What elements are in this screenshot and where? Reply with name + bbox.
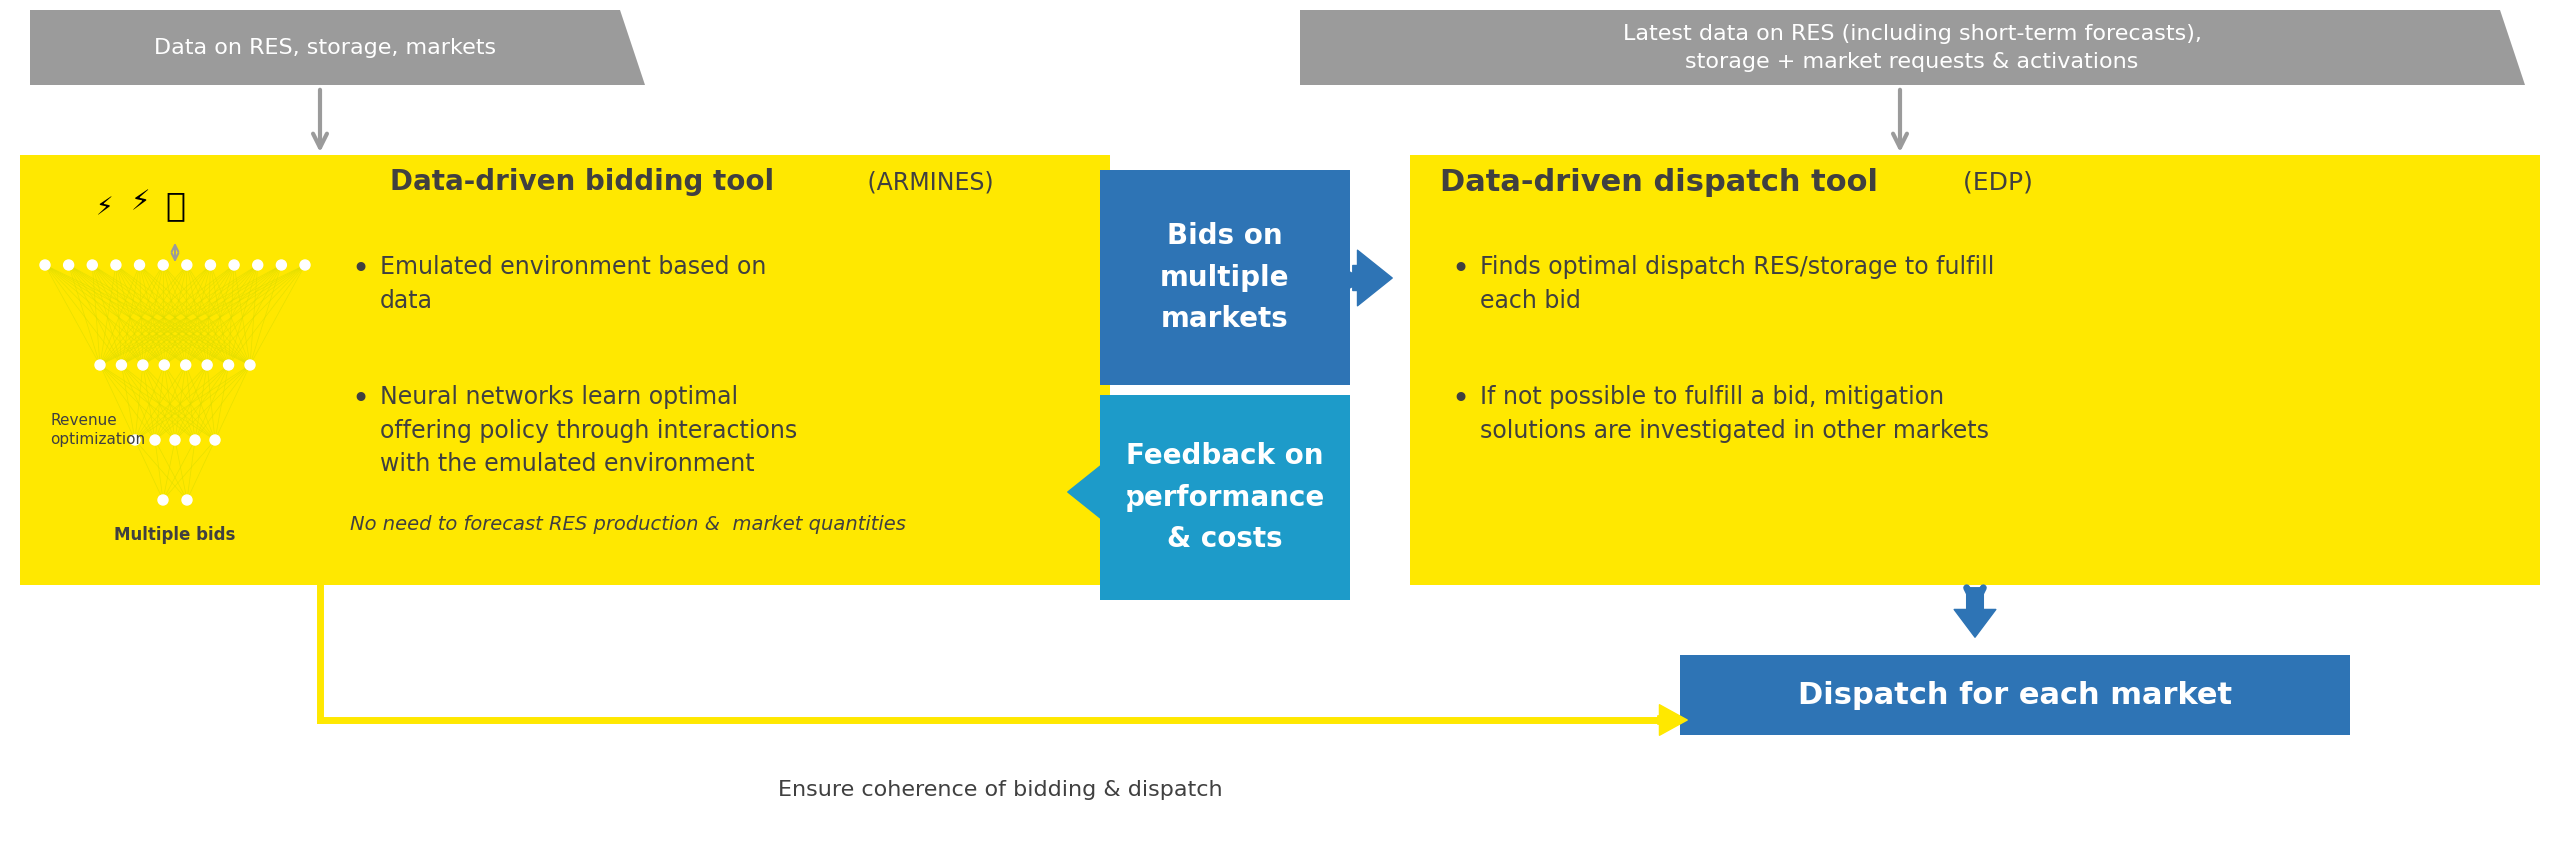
Text: No need to forecast RES production &  market quantities: No need to forecast RES production & mar… bbox=[351, 516, 906, 534]
Text: Emulated environment based on
data: Emulated environment based on data bbox=[379, 255, 765, 313]
Circle shape bbox=[246, 360, 256, 370]
Circle shape bbox=[276, 260, 287, 270]
Circle shape bbox=[228, 260, 238, 270]
Circle shape bbox=[205, 260, 215, 270]
Circle shape bbox=[210, 435, 220, 445]
Text: Bids on
multiple
markets: Bids on multiple markets bbox=[1160, 223, 1290, 333]
Circle shape bbox=[64, 260, 74, 270]
Text: •: • bbox=[1452, 385, 1469, 414]
Text: Finds optimal dispatch RES/storage to fulfill
each bid: Finds optimal dispatch RES/storage to fu… bbox=[1480, 255, 1994, 313]
Text: Data-driven bidding tool: Data-driven bidding tool bbox=[389, 168, 773, 196]
Circle shape bbox=[159, 360, 169, 370]
Circle shape bbox=[41, 260, 51, 270]
Text: Latest data on RES (including short-term forecasts),
storage + market requests &: Latest data on RES (including short-term… bbox=[1623, 24, 2202, 72]
Circle shape bbox=[182, 360, 189, 370]
FancyBboxPatch shape bbox=[20, 155, 1111, 585]
Text: Feedback on
performance
& costs: Feedback on performance & costs bbox=[1124, 443, 1326, 553]
FancyBboxPatch shape bbox=[1411, 155, 2540, 585]
FancyBboxPatch shape bbox=[1101, 395, 1349, 600]
Circle shape bbox=[151, 435, 159, 445]
Circle shape bbox=[159, 260, 169, 270]
Circle shape bbox=[189, 435, 200, 445]
Text: Revenue
optimization: Revenue optimization bbox=[51, 413, 146, 447]
Text: Data-driven dispatch tool: Data-driven dispatch tool bbox=[1439, 168, 1879, 196]
FancyArrowPatch shape bbox=[1352, 250, 1393, 306]
Circle shape bbox=[131, 435, 141, 445]
Circle shape bbox=[95, 360, 105, 370]
Text: Data on RES, storage, markets: Data on RES, storage, markets bbox=[154, 37, 497, 57]
Circle shape bbox=[202, 360, 212, 370]
Circle shape bbox=[87, 260, 97, 270]
Text: Dispatch for each market: Dispatch for each market bbox=[1797, 680, 2232, 710]
Text: If not possible to fulfill a bid, mitigation
solutions are investigated in other: If not possible to fulfill a bid, mitiga… bbox=[1480, 385, 1989, 443]
Text: (ARMINES): (ARMINES) bbox=[860, 170, 993, 194]
Text: •: • bbox=[351, 385, 369, 414]
Text: (EDP): (EDP) bbox=[1956, 170, 2033, 194]
Circle shape bbox=[169, 435, 179, 445]
Polygon shape bbox=[31, 10, 645, 85]
Text: •: • bbox=[1452, 255, 1469, 284]
FancyBboxPatch shape bbox=[1679, 655, 2350, 735]
Polygon shape bbox=[1300, 10, 2524, 85]
Circle shape bbox=[110, 260, 120, 270]
Text: 🔍: 🔍 bbox=[164, 189, 184, 222]
Circle shape bbox=[138, 360, 148, 370]
Circle shape bbox=[115, 360, 125, 370]
Circle shape bbox=[159, 495, 169, 505]
FancyArrowPatch shape bbox=[1068, 464, 1108, 520]
Text: ⚡: ⚡ bbox=[131, 188, 148, 216]
FancyArrowPatch shape bbox=[1659, 705, 1687, 735]
FancyBboxPatch shape bbox=[1101, 170, 1349, 385]
Circle shape bbox=[136, 260, 143, 270]
Text: ⚡: ⚡ bbox=[97, 196, 113, 220]
Circle shape bbox=[300, 260, 310, 270]
Text: Multiple bids: Multiple bids bbox=[115, 526, 236, 544]
Text: Neural networks learn optimal
offering policy through interactions
with the emul: Neural networks learn optimal offering p… bbox=[379, 385, 796, 476]
Circle shape bbox=[182, 495, 192, 505]
Circle shape bbox=[182, 260, 192, 270]
Text: Ensure coherence of bidding & dispatch: Ensure coherence of bidding & dispatch bbox=[778, 780, 1221, 800]
FancyArrowPatch shape bbox=[1953, 588, 1997, 637]
Circle shape bbox=[223, 360, 233, 370]
Text: •: • bbox=[351, 255, 369, 284]
Circle shape bbox=[253, 260, 264, 270]
